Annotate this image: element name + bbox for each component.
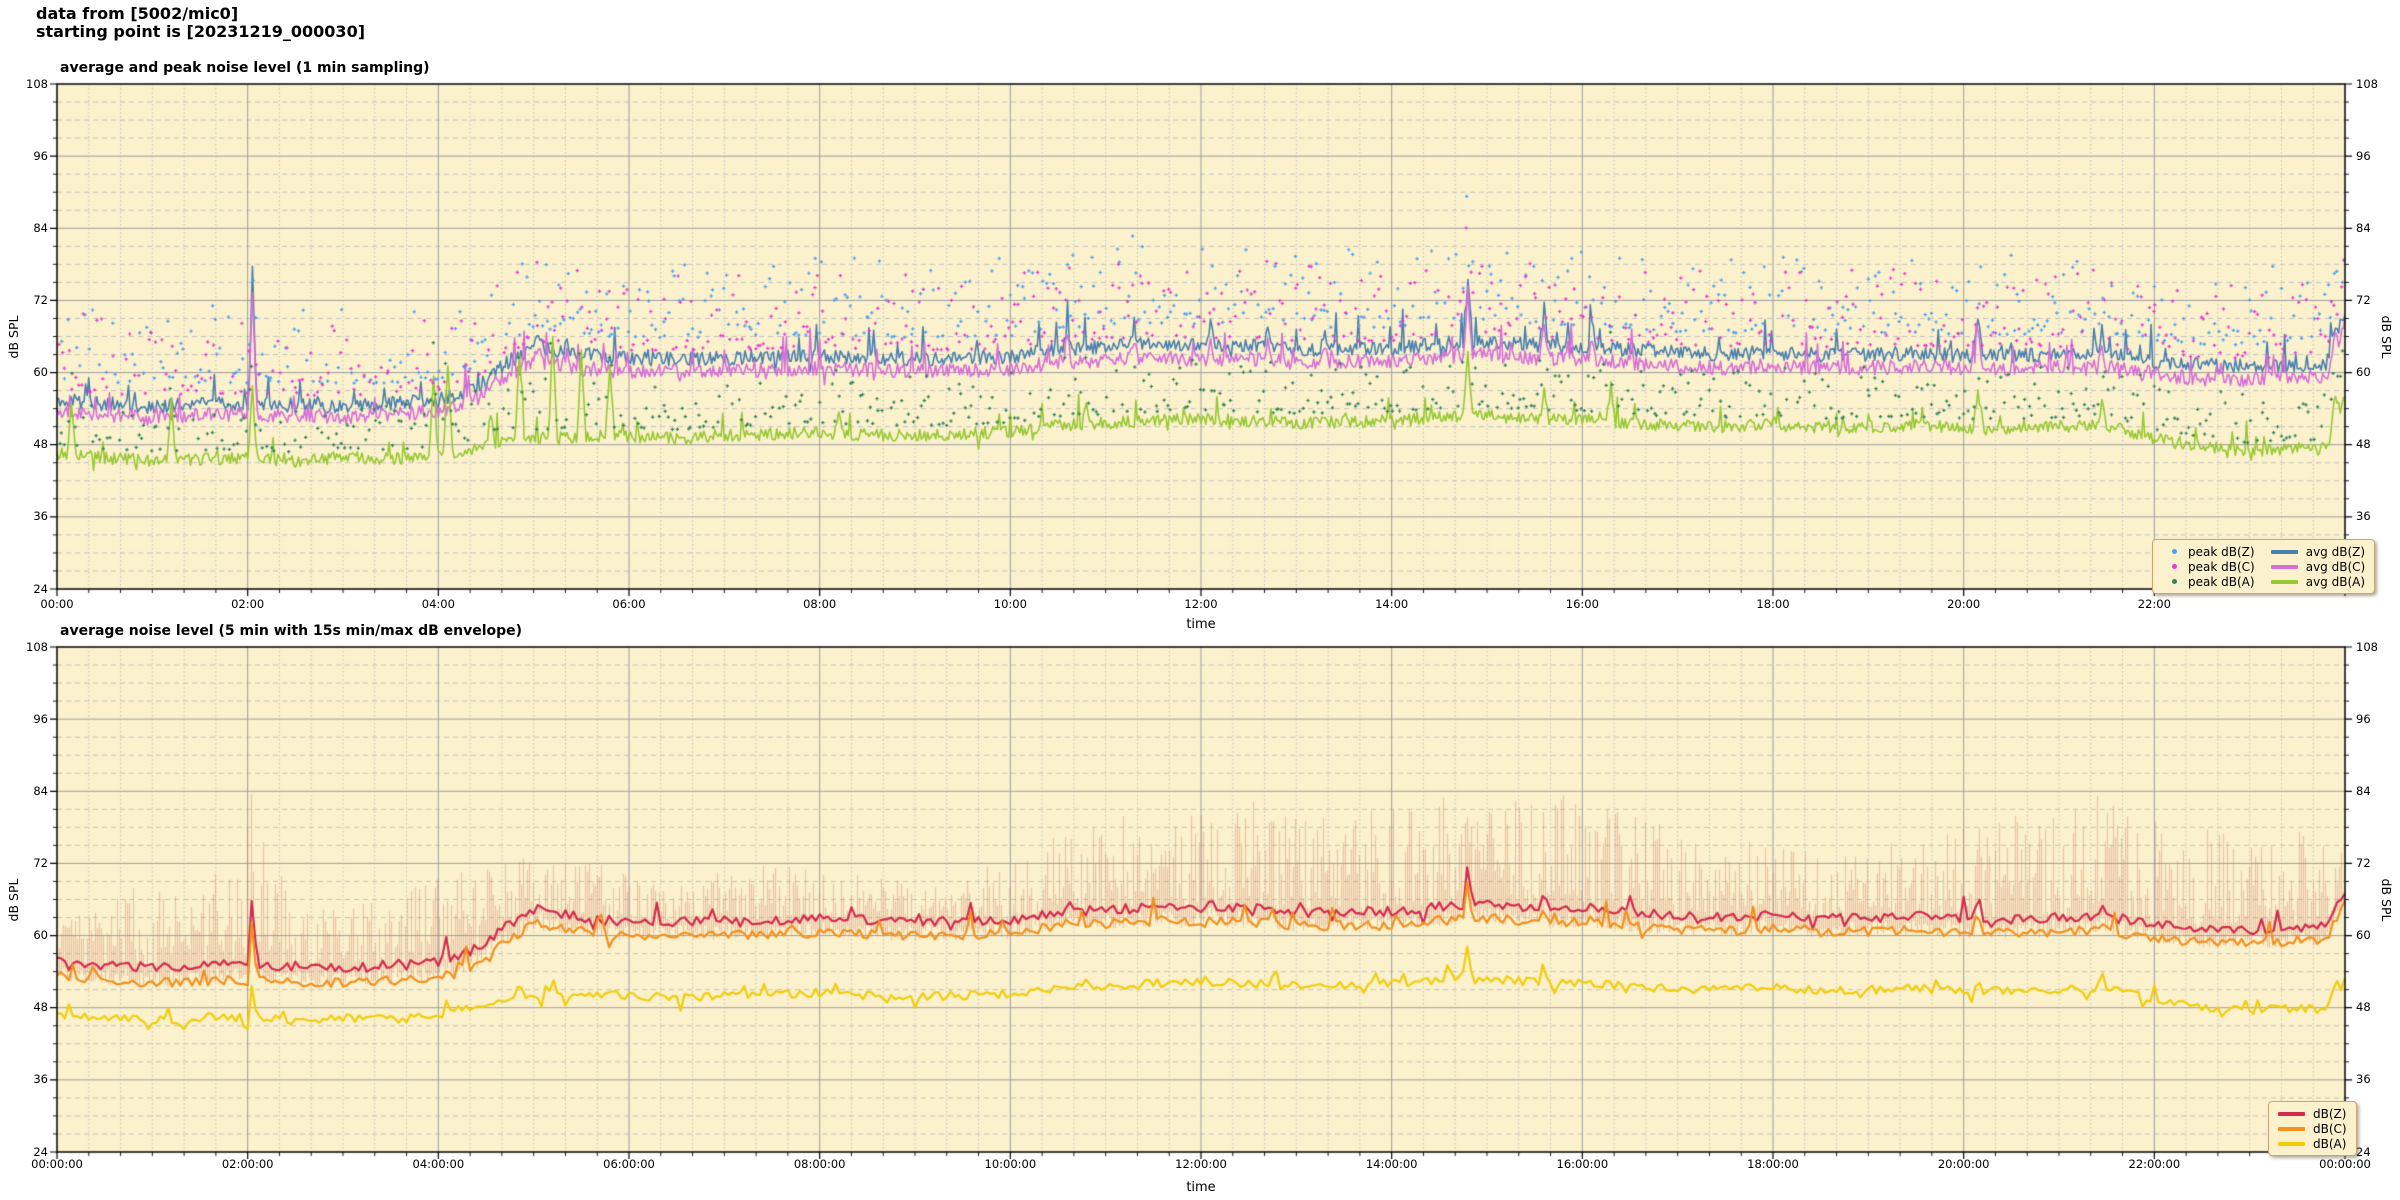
legend-entry: avg dB(Z) bbox=[2270, 544, 2366, 559]
legend-label: avg dB(Z) bbox=[2305, 544, 2366, 559]
y-tick-label-right: 60 bbox=[2356, 365, 2371, 380]
y-tick-label-left: 60 bbox=[33, 365, 48, 380]
y-tick-label-right: 48 bbox=[2356, 437, 2371, 452]
legend-label: avg dB(A) bbox=[2305, 574, 2366, 589]
y-tick-label-left: 84 bbox=[33, 783, 48, 798]
y-tick-label-right: 48 bbox=[2356, 1000, 2371, 1015]
legend-entry: dB(A) bbox=[2278, 1136, 2347, 1151]
x-tick-label: 10:00:00 bbox=[984, 1157, 1037, 1171]
legend-entry: peak dB(A) bbox=[2162, 574, 2255, 589]
x-tick-label: 00:00:00 bbox=[2319, 1157, 2371, 1171]
avg-dbc-line-icon bbox=[2270, 564, 2298, 569]
y-tick-label-right: 72 bbox=[2356, 855, 2371, 870]
x-tick-label: 14:00 bbox=[1375, 597, 1409, 611]
y-tick-label-right: 108 bbox=[2356, 639, 2378, 654]
legend-label: avg dB(C) bbox=[2305, 559, 2366, 574]
y-tick-label-left: 24 bbox=[33, 581, 48, 596]
x-tick-label: 18:00 bbox=[1756, 597, 1790, 611]
y-tick-label-left: 108 bbox=[26, 76, 48, 91]
y-tick-label-left: 84 bbox=[33, 220, 48, 235]
y-tick-label-right: 96 bbox=[2356, 711, 2371, 726]
y-tick-label-right: 84 bbox=[2356, 783, 2371, 798]
bottom-chart-legend: dB(Z) dB(C) dB(A) bbox=[2268, 1101, 2357, 1156]
y-tick-label-right: 36 bbox=[2356, 509, 2371, 524]
x-tick-label: 16:00:00 bbox=[1556, 1157, 1609, 1171]
legend-entry: dB(C) bbox=[2278, 1121, 2347, 1136]
x-tick-label: 12:00:00 bbox=[1175, 1157, 1227, 1171]
y-tick-label-left: 96 bbox=[33, 148, 48, 163]
y-tick-label-right: 60 bbox=[2356, 928, 2371, 943]
x-tick-label: 22:00 bbox=[2137, 597, 2171, 611]
x-tick-label: 02:00:00 bbox=[221, 1157, 274, 1171]
top-chart-legend: peak dB(Z) peak dB(C) peak dB(A) avg dB(… bbox=[2152, 539, 2376, 594]
legend-entry: avg dB(A) bbox=[2270, 574, 2366, 589]
x-tick-label: 08:00:00 bbox=[793, 1157, 846, 1171]
legend-entry: dB(Z) bbox=[2278, 1106, 2347, 1121]
x-tick-label: 00:00 bbox=[40, 597, 74, 611]
y-tick-label-left: 24 bbox=[33, 1144, 48, 1159]
x-tick-label: 22:00:00 bbox=[2128, 1157, 2181, 1171]
avg-dbz-line-icon bbox=[2270, 549, 2298, 554]
legend-label: peak dB(C) bbox=[2188, 559, 2255, 574]
y-tick-label-right: 72 bbox=[2356, 292, 2371, 307]
x-tick-label: 02:00 bbox=[231, 597, 265, 611]
legend-entry: peak dB(Z) bbox=[2162, 544, 2255, 559]
peak-dbz-marker-icon bbox=[2172, 549, 2177, 554]
y-tick-label-left: 36 bbox=[33, 509, 48, 524]
y-tick-label-left: 48 bbox=[33, 437, 48, 452]
x-tick-label: 04:00:00 bbox=[412, 1157, 465, 1171]
x-tick-label: 00:00:00 bbox=[31, 1157, 83, 1171]
x-tick-label: 18:00:00 bbox=[1747, 1157, 1799, 1171]
peak-dba-marker-icon bbox=[2172, 579, 2177, 584]
y-tick-label-right: 108 bbox=[2356, 76, 2378, 91]
legend-entry: avg dB(C) bbox=[2270, 559, 2366, 574]
legend-label: peak dB(Z) bbox=[2188, 544, 2255, 559]
x-tick-label: 06:00:00 bbox=[603, 1157, 655, 1171]
x-tick-label: 04:00 bbox=[421, 597, 455, 611]
dbz-line-icon bbox=[2278, 1111, 2305, 1116]
y-tick-label-right: 24 bbox=[2356, 1144, 2371, 1159]
x-tick-label: 14:00:00 bbox=[1365, 1157, 1418, 1171]
x-tick-label: 12:00 bbox=[1184, 597, 1218, 611]
y-tick-label-left: 96 bbox=[33, 711, 48, 726]
legend-label: peak dB(A) bbox=[2188, 574, 2255, 589]
x-tick-label: 10:00 bbox=[993, 597, 1027, 611]
legend-label: dB(A) bbox=[2313, 1136, 2347, 1151]
y-tick-label-right: 84 bbox=[2356, 220, 2371, 235]
y-tick-label-left: 48 bbox=[33, 1000, 48, 1015]
y-tick-label-left: 72 bbox=[33, 855, 48, 870]
x-tick-label: 06:00 bbox=[612, 597, 646, 611]
peak-dbc-marker-icon bbox=[2172, 564, 2177, 569]
x-tick-label: 08:00 bbox=[803, 597, 837, 611]
y-tick-label-left: 60 bbox=[33, 928, 48, 943]
legend-label: dB(C) bbox=[2313, 1121, 2347, 1136]
x-tick-label: 16:00 bbox=[1565, 597, 1599, 611]
top-chart-xlabel: time bbox=[1186, 617, 1216, 632]
header-line1: data from [5002/mic0] bbox=[36, 4, 239, 23]
y-tick-label-right: 36 bbox=[2356, 1072, 2371, 1087]
top-chart-title: average and peak noise level (1 min samp… bbox=[60, 60, 430, 76]
header-line2: starting point is [20231219_000030] bbox=[36, 22, 366, 41]
y-tick-label-left: 108 bbox=[26, 639, 48, 654]
bottom-chart-title: average noise level (5 min with 15s min/… bbox=[60, 623, 523, 639]
y-tick-label-right: 96 bbox=[2356, 148, 2371, 163]
x-tick-label: 20:00 bbox=[1947, 597, 1981, 611]
bottom-chart-xlabel: time bbox=[1186, 1180, 1216, 1195]
legend-label: dB(Z) bbox=[2313, 1106, 2347, 1121]
y-tick-label-left: 72 bbox=[33, 292, 48, 307]
legend-entry: peak dB(C) bbox=[2162, 559, 2255, 574]
dba-line-icon bbox=[2278, 1141, 2305, 1146]
avg-dba-line-icon bbox=[2270, 579, 2298, 584]
x-tick-label: 20:00:00 bbox=[1937, 1157, 1990, 1171]
dbc-line-icon bbox=[2278, 1126, 2305, 1131]
y-tick-label-left: 36 bbox=[33, 1072, 48, 1087]
